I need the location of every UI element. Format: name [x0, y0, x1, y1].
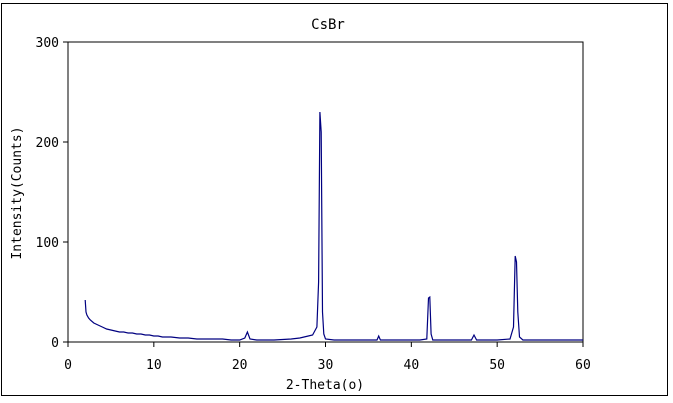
x-tick-label: 20 — [232, 358, 248, 373]
x-axis: 0 10 20 30 40 50 60 — [64, 342, 591, 373]
x-tick-label: 0 — [64, 358, 72, 373]
y-tick-label: 200 — [36, 136, 59, 151]
y-tick-label: 0 — [51, 336, 59, 351]
y-tick-label: 100 — [36, 236, 59, 251]
y-axis: 0 100 200 300 — [36, 36, 68, 351]
x-tick-label: 60 — [575, 358, 591, 373]
x-tick-label: 50 — [489, 358, 505, 373]
chart-title: CsBr — [311, 17, 345, 33]
x-tick-label: 30 — [318, 358, 334, 373]
y-tick-label: 300 — [36, 36, 59, 51]
x-tick-label: 40 — [404, 358, 420, 373]
x-tick-label: 10 — [146, 358, 162, 373]
series-line — [84, 111, 583, 341]
x-axis-label: 2-Theta(o) — [286, 378, 364, 393]
plot-area — [67, 41, 584, 343]
y-axis-label: Intensity(Counts) — [10, 126, 25, 259]
